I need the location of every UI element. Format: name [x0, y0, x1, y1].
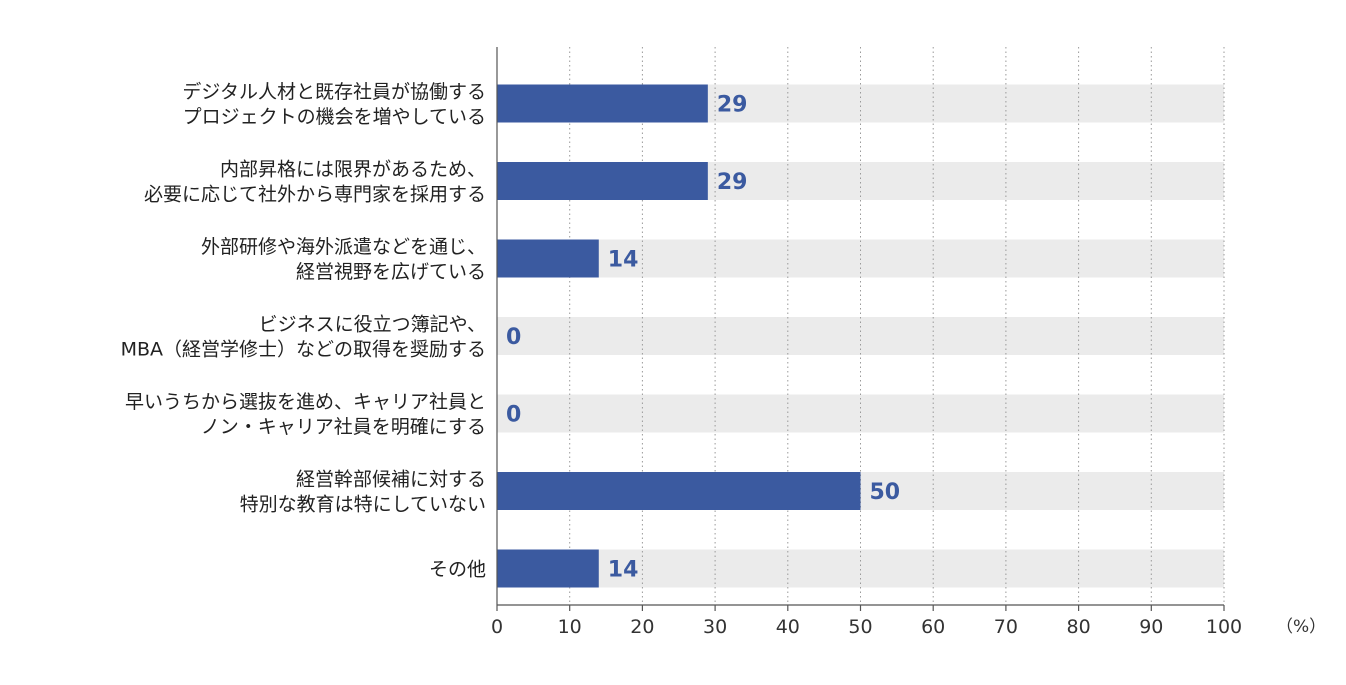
bar	[497, 162, 708, 200]
bar	[497, 472, 861, 510]
category-label: ビジネスに役立つ簿記や、 MBA（経営学修士）などの取得を奨励する	[121, 314, 486, 361]
data-label: 29	[717, 93, 748, 118]
gridlines	[569, 47, 1225, 605]
x-tick-label: 20	[630, 616, 654, 638]
x-tick-label: 70	[994, 616, 1018, 638]
category-label: デジタル人材と既存社員が協働するプロジェクトの機会を増やしている	[182, 81, 486, 128]
category-label: 内部昇格には限界があるため、必要に応じて社外から専門家を採用する	[144, 159, 486, 206]
category-label: 経営幹部候補に対する特別な教育は特にしていない	[240, 469, 486, 516]
value-labels: 29 29 14 0 0 50 14	[506, 93, 900, 583]
data-label: 14	[608, 248, 639, 273]
bars	[497, 84, 861, 588]
bar-track	[497, 394, 1224, 433]
bar	[497, 239, 599, 278]
x-tick-label: 80	[1067, 616, 1091, 638]
category-label: 早いうちから選抜を進め、キャリア社員とノン・キャリア社員を明確にする	[125, 391, 486, 438]
x-axis: 0 10 20 30 40 50 60 70 80 90 100	[491, 47, 1242, 638]
data-label: 50	[870, 480, 901, 505]
x-tick-label: 30	[703, 616, 727, 638]
x-tick-label: 10	[558, 616, 582, 638]
x-tick-label: 50	[848, 616, 872, 638]
category-labels: デジタル人材と既存社員が協働するプロジェクトの機会を増やしている内部昇格には限界…	[121, 81, 486, 581]
x-tick-label: 60	[921, 616, 945, 638]
x-tick-label: 100	[1206, 616, 1242, 638]
category-label: 外部研修や海外派遣などを通じ、経営視野を広げている	[201, 236, 486, 283]
data-label: 0	[506, 325, 521, 350]
data-label: 0	[506, 403, 521, 428]
x-tick-label: 90	[1139, 616, 1163, 638]
data-label: 29	[717, 170, 748, 195]
bar-track	[497, 549, 1224, 588]
x-tick-label: 0	[491, 616, 503, 638]
bar	[497, 84, 708, 123]
unit-label: （%）	[1276, 617, 1326, 637]
category-label: その他	[429, 559, 486, 581]
data-label: 14	[608, 558, 639, 583]
x-tick-label: 40	[776, 616, 800, 638]
bar	[497, 549, 599, 588]
